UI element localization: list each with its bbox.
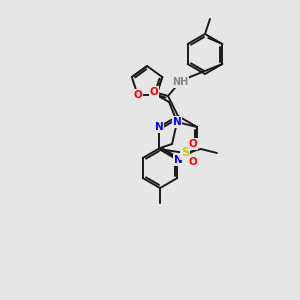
- Text: O: O: [150, 87, 158, 97]
- Text: N: N: [174, 155, 182, 165]
- Text: O: O: [189, 139, 197, 149]
- Text: NH: NH: [172, 77, 188, 87]
- Text: S: S: [181, 146, 189, 160]
- Text: N: N: [173, 117, 182, 127]
- Text: N: N: [154, 122, 163, 132]
- Text: O: O: [133, 90, 142, 100]
- Text: O: O: [189, 157, 197, 167]
